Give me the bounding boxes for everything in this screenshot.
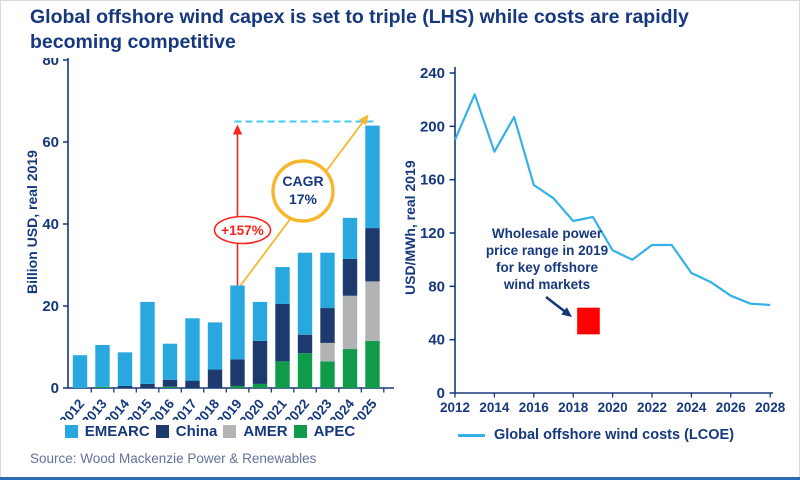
legend-swatch-amer	[223, 425, 237, 438]
y-tick-label: 60	[42, 134, 59, 151]
y-tick-label: 80	[428, 278, 445, 295]
bar-2025-amer	[365, 281, 380, 341]
bar-2024-china	[342, 258, 358, 296]
bar-2023-china	[320, 308, 335, 343]
bar-2012-emearc	[72, 355, 88, 388]
x-tick-label: 2014	[479, 400, 510, 415]
bar-2025-china	[365, 228, 380, 282]
x-tick-label: 2024	[676, 400, 707, 415]
bar-2023-amer	[320, 342, 335, 362]
bar-2020-china	[252, 340, 268, 384]
bar-2020-apec	[252, 383, 268, 388]
bar-2024-apec	[342, 349, 358, 388]
x-tick-label: 2026	[716, 400, 747, 415]
lcoe-line	[453, 93, 771, 307]
bar-2019-emearc	[230, 285, 245, 360]
lcoe-legend-label: Global offshore wind costs (LCOE)	[493, 427, 735, 443]
x-tick-label: 2012	[440, 400, 470, 415]
bar-2020-emearc	[252, 301, 268, 341]
x-tick-label: 2022	[637, 400, 667, 415]
bar-2016-apec	[162, 386, 178, 388]
legend-label: China	[175, 423, 218, 440]
y-tick-label: 160	[420, 172, 445, 189]
bar-2022-apec	[297, 353, 313, 388]
bar-2022-china	[297, 334, 313, 354]
bar-2024-emearc	[342, 217, 358, 259]
x-tick-label: 2018	[558, 400, 589, 415]
y-tick-label: 0	[437, 385, 445, 402]
x-tick-label: 2020	[598, 400, 628, 415]
bar-2016-china	[162, 379, 178, 387]
legend-item-china: China	[155, 423, 218, 440]
bar-2015-emearc	[140, 301, 155, 384]
legend-swatch-emearc	[64, 425, 78, 438]
y-tick-label: 40	[42, 216, 59, 233]
growth-arrow-head	[232, 124, 243, 135]
y-tick-label: 120	[420, 225, 445, 242]
growth-badge	[213, 215, 272, 245]
bar-2025-apec	[365, 340, 380, 388]
bar-2024-amer	[342, 295, 358, 350]
wholesale-annotation-line-2: price range in 2019	[486, 243, 608, 258]
y-tick-label: 200	[420, 118, 445, 135]
legend-swatch-apec	[293, 425, 307, 438]
bar-2025-emearc	[365, 125, 380, 229]
bar-2015-china	[140, 383, 155, 388]
bar-2022-emearc	[297, 252, 313, 335]
cagr-label-line2: 17%	[289, 191, 318, 207]
legend-label: EMEARC	[84, 423, 150, 440]
bar-2013-emearc	[95, 344, 110, 387]
page-title-line2: becoming competitive	[30, 31, 236, 53]
bar-2016-emearc	[162, 343, 178, 380]
bar-2018-china	[207, 369, 223, 388]
lcoe-line-chart: 0 40 80 120 160 200 240 2012 2014 2016 2018 2020 202…	[420, 65, 786, 415]
cagr-arrow-head	[358, 114, 369, 126]
wholesale-annotation-line-4: wind markets	[503, 277, 590, 292]
bar-2023-apec	[320, 361, 335, 388]
bar-2019-apec	[230, 385, 245, 388]
wholesale-annotation-line-1: Wholesale power	[492, 226, 603, 241]
x-tick-label: 2016	[519, 400, 550, 415]
legend-swatch-china	[155, 425, 169, 438]
y-tick-label: 240	[420, 65, 445, 82]
cagr-badge	[271, 159, 335, 223]
y-tick-label: 80	[42, 58, 59, 69]
page-title-line1: Global offshore wind capex is set to tri…	[30, 6, 689, 28]
legend-label: APEC	[313, 423, 356, 440]
bar-2013-apec	[95, 386, 110, 388]
lcoe-legend: Global offshore wind costs (LCOE)	[400, 427, 792, 443]
growth-label: +157%	[221, 223, 263, 238]
capex-bar-chart: 0204060802012201320142015201620172018201…	[42, 58, 394, 420]
legend-label: AMER	[243, 423, 288, 440]
bar-2021-china	[275, 303, 290, 362]
bar-2021-apec	[275, 361, 290, 388]
y-tick-label: 20	[42, 298, 59, 315]
annotation-arrow	[545, 295, 567, 314]
annotation-arrow-head	[561, 307, 572, 317]
legend-item-emearc: EMEARC	[64, 423, 150, 440]
wholesale-price-box	[577, 307, 600, 335]
bar-2019-china	[230, 359, 245, 386]
bottom-accent-bar	[0, 477, 800, 480]
source-note: Source: Wood Mackenzie Power & Renewable…	[30, 451, 317, 466]
bar-2017-emearc	[185, 318, 200, 381]
bar-2018-emearc	[207, 322, 223, 370]
y-tick-label: 0	[51, 380, 59, 397]
wholesale-annotation-line-3: for key offshore	[496, 260, 599, 275]
lcoe-legend-line-sample	[457, 433, 485, 437]
bar-2023-emearc	[320, 252, 335, 309]
cagr-label-line1: CAGR	[282, 173, 323, 189]
capex-legend: EMEARC China AMER APEC	[20, 423, 400, 440]
bar-2021-emearc	[275, 267, 290, 304]
legend-item-amer: AMER	[223, 423, 288, 440]
x-tick-label: 2028	[755, 400, 786, 415]
y-tick-label: 40	[428, 332, 445, 349]
bar-2014-china	[117, 385, 133, 388]
bar-2017-china	[185, 380, 200, 388]
legend-item-apec: APEC	[293, 423, 356, 440]
bar-2014-emearc	[117, 352, 133, 386]
